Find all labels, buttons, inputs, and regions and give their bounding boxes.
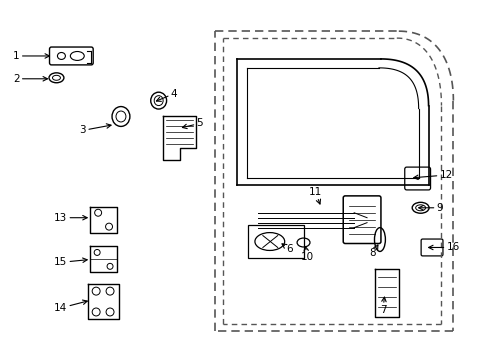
Text: 11: 11: [308, 187, 322, 204]
Text: 8: 8: [369, 245, 377, 258]
Text: 7: 7: [379, 297, 386, 315]
Text: 6: 6: [282, 244, 293, 255]
Text: 14: 14: [54, 300, 87, 313]
Text: 9: 9: [418, 203, 442, 213]
Text: 15: 15: [54, 257, 87, 267]
Text: 5: 5: [182, 118, 203, 129]
Text: 4: 4: [156, 89, 177, 102]
Text: 10: 10: [300, 247, 313, 262]
Text: 16: 16: [428, 243, 459, 252]
Text: 13: 13: [54, 213, 87, 223]
Text: 3: 3: [80, 124, 111, 135]
Text: 2: 2: [13, 74, 47, 84]
Text: 1: 1: [13, 51, 49, 61]
Text: 12: 12: [413, 170, 452, 180]
